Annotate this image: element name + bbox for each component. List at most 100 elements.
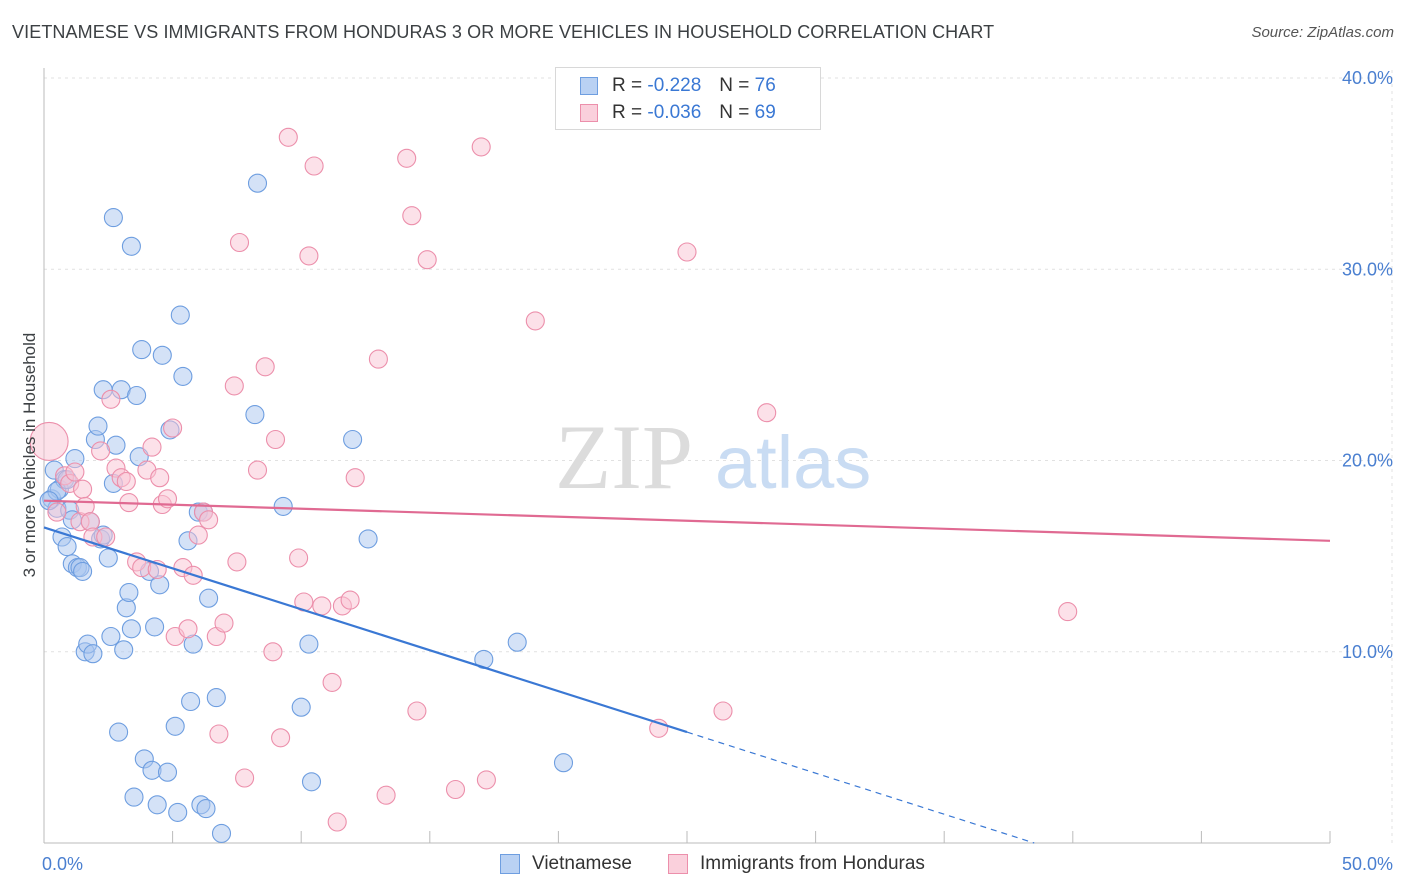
point-vietnamese — [109, 722, 129, 742]
point-honduras — [402, 206, 422, 226]
point-honduras — [209, 724, 229, 744]
r-value: -0.036 — [647, 102, 702, 123]
point-honduras — [265, 429, 286, 450]
stats-legend: R = -0.228 N = 76 R = -0.036 N = 69 — [555, 67, 821, 130]
point-vietnamese — [507, 632, 527, 652]
legend-item-honduras[interactable]: Immigrants from Honduras — [668, 852, 925, 876]
trend-line-vietnamese — [43, 526, 688, 734]
point-honduras — [91, 441, 111, 461]
point-vietnamese — [358, 529, 378, 549]
point-honduras — [327, 812, 347, 832]
point-honduras — [150, 468, 170, 488]
point-honduras — [278, 127, 298, 147]
point-honduras — [227, 552, 247, 572]
point-vietnamese — [73, 561, 93, 581]
point-vietnamese — [145, 617, 165, 637]
point-vietnamese — [157, 762, 178, 782]
n-value: 76 — [754, 75, 776, 96]
data-points — [29, 127, 1078, 843]
y-tick-label: 40.0% — [1342, 68, 1393, 88]
point-honduras — [96, 527, 116, 547]
point-honduras — [255, 357, 275, 377]
point-vietnamese — [165, 716, 185, 736]
y-axis-label: 3 or more Vehicles in Household — [20, 333, 39, 578]
point-honduras — [224, 376, 244, 396]
point-vietnamese — [127, 385, 147, 406]
point-vietnamese — [121, 236, 141, 256]
point-vietnamese — [211, 823, 232, 843]
point-honduras — [247, 460, 268, 480]
point-honduras — [101, 389, 121, 409]
point-honduras — [299, 246, 319, 266]
point-honduras — [312, 596, 332, 616]
point-honduras — [376, 785, 396, 805]
legend-label-vietnamese: Vietnamese — [532, 853, 632, 874]
legend-swatch-vietnamese — [500, 854, 520, 874]
r-label: R = — [612, 75, 643, 96]
point-vietnamese — [168, 802, 188, 822]
stats-swatch-vietnamese — [580, 77, 598, 95]
y-tick-label: 30.0% — [1342, 259, 1393, 279]
point-vietnamese — [103, 208, 123, 228]
point-honduras — [340, 590, 360, 610]
point-vietnamese — [247, 173, 268, 193]
tick-labels: 10.0% 20.0% 30.0% 40.0% 0.0% 50.0% — [42, 68, 1393, 874]
x-tick-label: 0.0% — [42, 854, 83, 874]
point-honduras — [271, 728, 291, 748]
y-tick-label: 20.0% — [1342, 451, 1393, 471]
point-vietnamese — [245, 405, 265, 425]
point-honduras — [476, 770, 496, 790]
point-vietnamese — [170, 305, 190, 325]
point-honduras — [345, 468, 365, 488]
point-vietnamese — [343, 429, 363, 450]
point-vietnamese — [299, 634, 319, 654]
r-label: R = — [612, 102, 643, 123]
point-honduras — [65, 462, 85, 482]
point-honduras — [142, 437, 162, 457]
source-label: Source: ZipAtlas.com — [1251, 24, 1394, 41]
watermark: ZIP atlas — [555, 406, 871, 508]
point-vietnamese — [119, 582, 139, 603]
point-vietnamese — [152, 345, 172, 365]
point-honduras — [235, 768, 255, 788]
point-honduras — [263, 642, 283, 662]
y-tick-label: 10.0% — [1342, 642, 1393, 662]
point-honduras — [304, 156, 324, 176]
chart-title: VIETNAMESE VS IMMIGRANTS FROM HONDURAS 3… — [12, 22, 995, 42]
trend-lines — [43, 499, 1331, 844]
point-honduras — [677, 242, 697, 262]
point-honduras — [471, 137, 491, 157]
point-vietnamese — [124, 787, 144, 807]
watermark-zip: ZIP — [555, 406, 693, 508]
point-vietnamese — [291, 697, 311, 717]
point-vietnamese — [88, 416, 108, 436]
point-vietnamese — [206, 688, 226, 708]
trend-line-honduras — [43, 499, 1331, 542]
point-vietnamese — [173, 366, 193, 386]
point-honduras — [47, 502, 67, 522]
n-label: N = — [719, 75, 750, 96]
point-honduras — [214, 613, 234, 633]
legend-item-vietnamese[interactable]: Vietnamese — [500, 852, 632, 876]
point-vietnamese — [83, 644, 103, 664]
point-honduras — [188, 525, 208, 545]
point-honduras — [116, 471, 136, 492]
point-honduras — [525, 311, 545, 331]
point-vietnamese — [553, 753, 574, 773]
point-vietnamese — [147, 795, 167, 815]
point-honduras — [163, 418, 183, 438]
point-honduras — [289, 548, 309, 568]
legend-swatch-honduras — [668, 854, 688, 874]
stats-row-vietnamese: R = -0.228 N = 76 — [580, 73, 776, 99]
point-honduras — [178, 619, 198, 639]
point-vietnamese — [132, 340, 152, 360]
point-vietnamese — [199, 588, 219, 608]
point-vietnamese — [196, 799, 216, 819]
legend-label-honduras: Immigrants from Honduras — [700, 853, 925, 874]
r-value: -0.228 — [647, 75, 702, 96]
point-honduras — [445, 779, 466, 800]
point-honduras — [417, 250, 437, 270]
x-tick-label: 50.0% — [1342, 854, 1393, 874]
n-label: N = — [719, 102, 750, 123]
